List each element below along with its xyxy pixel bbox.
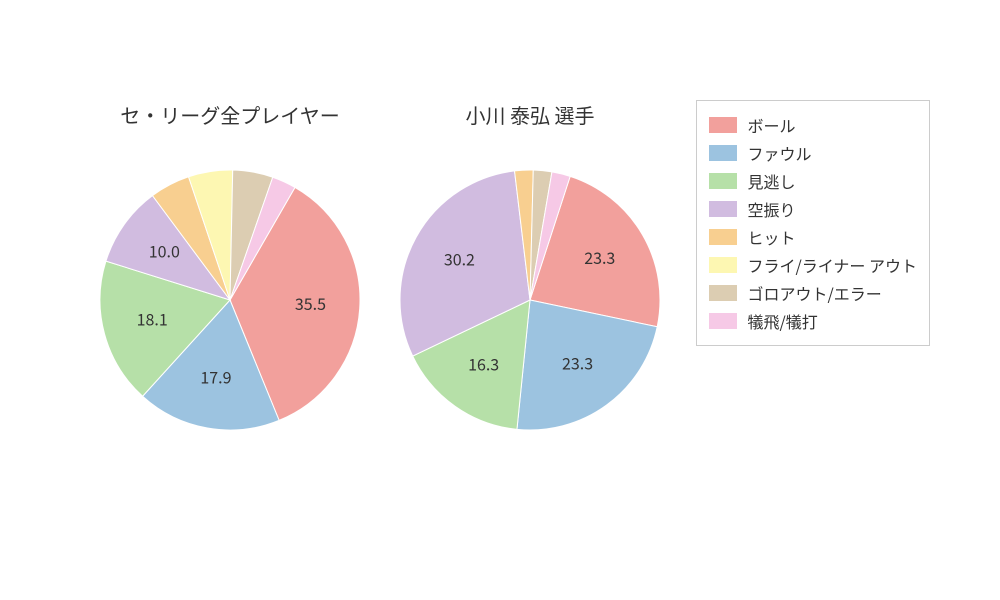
chart-stage: セ・リーグ全プレイヤー 小川 泰弘 選手 ボールファウル見逃し空振りヒットフライ… (0, 0, 1000, 600)
pie-label-league-ball: 35.5 (295, 291, 326, 315)
pies-svg: 35.5 17.9 18.1 10.0 23.3 23.3 16.3 30.2 (0, 0, 1000, 600)
pie-label-league-look: 18.1 (137, 306, 168, 330)
pie-label-player-ball: 23.3 (584, 245, 615, 269)
pie-label-league-foul: 17.9 (200, 365, 231, 389)
pie-label-player-look: 16.3 (468, 351, 499, 375)
pie-label-player-foul: 23.3 (562, 350, 593, 374)
pie-label-player-swing: 30.2 (444, 247, 475, 271)
pie-label-league-swing: 10.0 (149, 239, 180, 263)
